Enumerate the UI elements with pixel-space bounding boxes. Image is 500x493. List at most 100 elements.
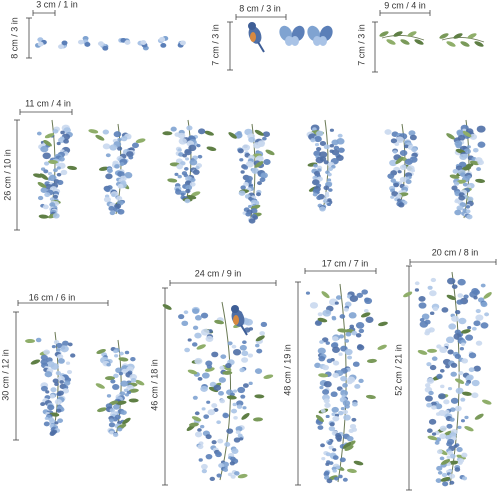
petal [130, 356, 136, 362]
petal [453, 181, 460, 186]
sprig-decal [77, 36, 91, 47]
petal [131, 142, 139, 149]
petal [114, 354, 119, 358]
petal [232, 402, 237, 407]
petal [329, 143, 334, 148]
petal [63, 127, 71, 134]
petal [456, 299, 463, 305]
leaf [118, 357, 129, 362]
height-label: 7 cm / 3 in [356, 24, 366, 66]
petal [394, 142, 400, 147]
petal [236, 404, 243, 409]
petal [452, 168, 459, 174]
petal [184, 198, 191, 204]
petal [446, 441, 453, 447]
petal [233, 437, 241, 443]
petal [475, 308, 481, 314]
petal [243, 181, 249, 187]
leaf [135, 379, 145, 386]
petal [330, 391, 338, 398]
petal [320, 443, 325, 448]
petal [340, 375, 347, 382]
leaf [122, 417, 131, 425]
petal [192, 169, 200, 175]
petal [218, 377, 227, 383]
petal [120, 380, 129, 387]
petal [465, 382, 470, 386]
petal [119, 351, 124, 356]
petal [450, 362, 458, 368]
petal [312, 192, 318, 197]
petal [458, 195, 466, 201]
bird-head [231, 305, 239, 313]
petal [475, 314, 484, 321]
petal [448, 323, 457, 330]
petal [194, 315, 202, 321]
petal [313, 150, 321, 157]
petal [337, 133, 343, 138]
petal [454, 405, 462, 412]
petal [59, 380, 64, 384]
leaf [222, 365, 232, 372]
wisteria-decal [162, 301, 274, 482]
petal [112, 432, 119, 438]
petal [263, 159, 271, 165]
petal [257, 181, 262, 186]
petal [344, 339, 350, 343]
height-label: 8 cm / 3 in [9, 17, 19, 59]
petal [232, 348, 242, 356]
leaf [162, 304, 172, 310]
petal [323, 144, 330, 150]
petal [40, 385, 48, 392]
leaf [462, 130, 472, 138]
petal [186, 125, 193, 131]
petal [57, 44, 64, 50]
petal [327, 178, 332, 182]
leaf [67, 165, 78, 171]
petal [211, 440, 217, 445]
petal [107, 168, 113, 174]
petal [305, 291, 311, 295]
petal [347, 355, 353, 360]
petal [235, 426, 243, 432]
petal [477, 159, 484, 166]
petal [460, 342, 466, 346]
petal [184, 347, 191, 353]
height-label: 46 cm / 18 in [149, 359, 159, 411]
leaf [48, 159, 58, 165]
petal [200, 385, 208, 392]
petal [338, 334, 345, 339]
leaf [400, 39, 410, 45]
leaf [321, 291, 330, 299]
petal [328, 188, 333, 192]
petal [435, 412, 441, 416]
petal [196, 144, 201, 148]
petal [209, 476, 216, 482]
petal [200, 312, 209, 319]
petal [176, 163, 183, 170]
petal [320, 408, 326, 413]
petal [325, 414, 330, 419]
petal [460, 172, 466, 177]
leaf [162, 131, 173, 136]
petal [471, 379, 480, 387]
petal [419, 320, 429, 328]
leaf [379, 31, 389, 37]
petal [197, 376, 203, 381]
petal [245, 211, 252, 217]
petal [399, 176, 407, 183]
leaf [467, 33, 477, 39]
petal [314, 142, 320, 147]
leaf [241, 412, 250, 420]
leaf [315, 414, 324, 422]
petal [439, 425, 447, 432]
petal [194, 411, 200, 416]
petal [391, 191, 399, 197]
petal [259, 177, 266, 183]
leaf [237, 473, 248, 479]
petal [445, 336, 455, 344]
petal [63, 139, 69, 144]
petal [241, 357, 249, 363]
petal [447, 386, 453, 391]
petal [189, 181, 196, 187]
